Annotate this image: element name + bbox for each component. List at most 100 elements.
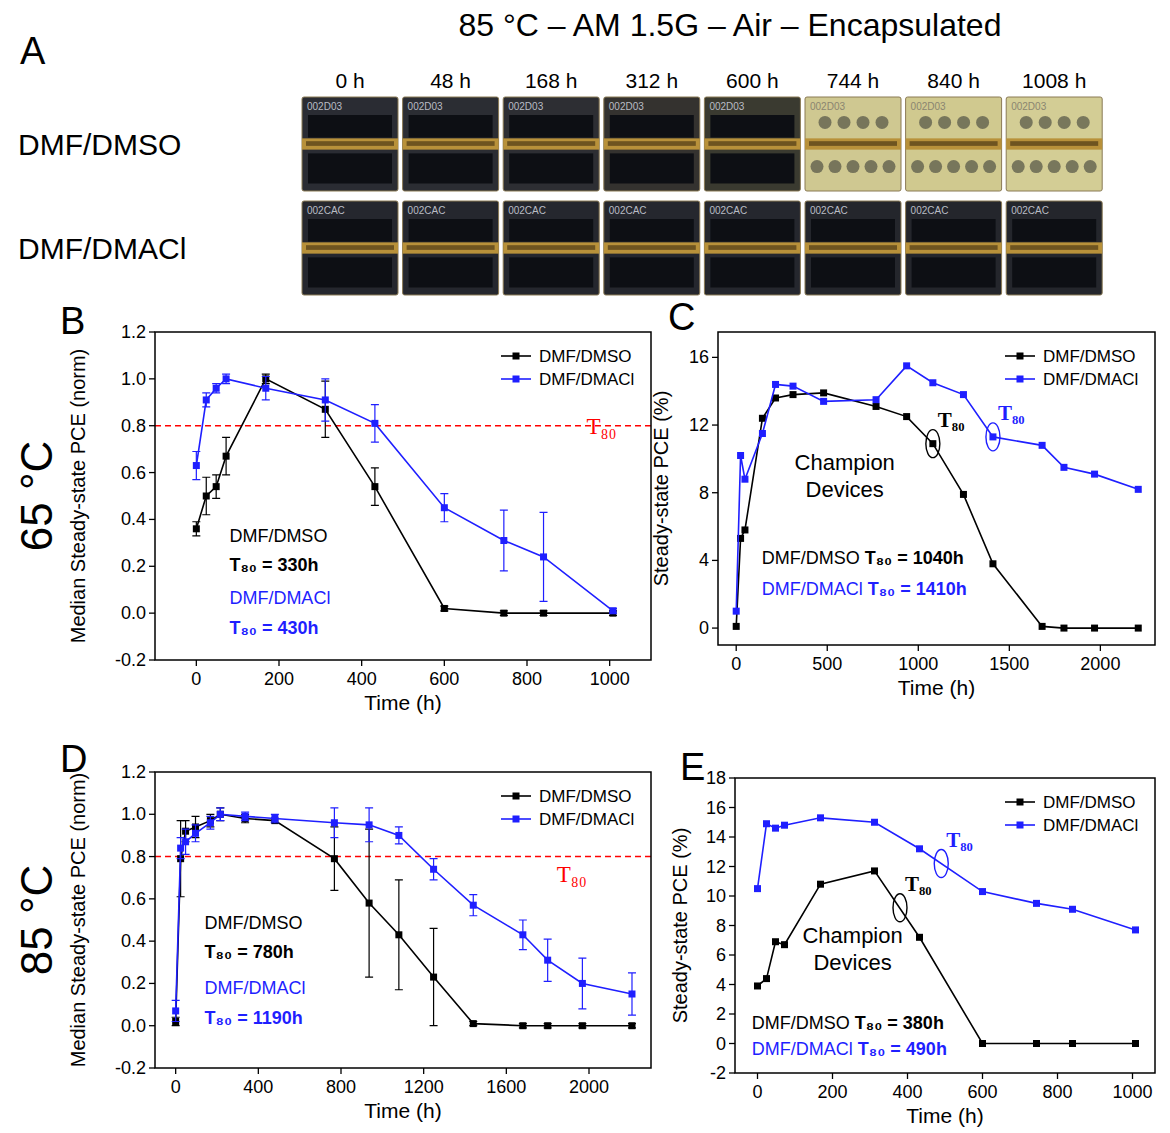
y-tick-label: -2	[710, 1063, 726, 1083]
error-bar	[430, 859, 438, 880]
y-tick-label: 6	[716, 945, 726, 965]
data-point	[500, 537, 507, 544]
y-tick-label: 0.8	[121, 847, 146, 867]
device-photo: 002CAC	[1006, 201, 1102, 295]
device-photo: 002D03	[302, 97, 398, 191]
data-point	[519, 931, 526, 938]
device-id: 002D03	[911, 101, 946, 112]
y-tick	[712, 560, 718, 561]
annotation-line: Champion	[802, 923, 902, 948]
plot-frame	[718, 332, 1155, 645]
row-label: 85 °C	[12, 865, 61, 976]
gold-contact	[805, 138, 901, 149]
legend-label: DMF/DMSO	[1043, 793, 1136, 812]
x-tick	[444, 660, 445, 666]
photo-background	[805, 201, 901, 295]
error-bar	[192, 522, 200, 536]
plot-area	[155, 374, 651, 616]
photo-background	[805, 97, 901, 191]
error-bar	[202, 477, 210, 514]
x-tick-label: 500	[812, 654, 842, 674]
x-tick	[832, 1073, 833, 1079]
x-tick	[1009, 645, 1010, 651]
data-point	[217, 811, 224, 818]
device-id: 002CAC	[609, 205, 647, 216]
gold-contact	[704, 242, 800, 253]
y-tick-label: -0.2	[115, 1058, 146, 1078]
contact-pad	[883, 160, 896, 173]
data-point	[781, 941, 788, 948]
data-point	[207, 819, 214, 826]
device-id: 002CAC	[508, 205, 546, 216]
series-line	[736, 366, 1138, 611]
error-bar	[371, 468, 379, 505]
x-tick	[757, 1073, 758, 1079]
series-line	[196, 379, 613, 613]
x-tick	[361, 660, 362, 666]
data-point	[979, 1040, 986, 1047]
figure: A85 °C – AM 1.5G – Air – Encapsulated0 h…	[0, 0, 1170, 1133]
active-area	[308, 153, 392, 183]
data-point	[395, 832, 402, 839]
gold-contact	[906, 242, 1002, 253]
y-tick	[149, 378, 155, 379]
data-point	[366, 821, 373, 828]
active-area	[610, 153, 694, 183]
contact-pad	[911, 160, 924, 173]
contact-pad	[947, 160, 960, 173]
data-point	[1039, 623, 1046, 630]
y-tick	[149, 856, 155, 857]
x-tick	[588, 1068, 589, 1074]
data-point	[579, 980, 586, 987]
data-point	[929, 379, 936, 386]
active-area	[710, 153, 794, 183]
gold-contact	[604, 242, 700, 253]
annotation: DMF/DMSO	[205, 913, 303, 933]
data-point	[763, 975, 770, 982]
annotation-part: T₈₀ = 380h	[855, 1013, 944, 1033]
t80-marker	[934, 850, 948, 878]
error-bar	[216, 808, 224, 821]
active-area	[710, 219, 794, 242]
active-area	[308, 257, 392, 287]
device-photo: 002CAC	[704, 201, 800, 295]
series-line	[196, 379, 613, 611]
x-tick	[278, 660, 279, 666]
active-area	[710, 257, 794, 287]
error-bar	[192, 451, 200, 479]
data-point	[242, 813, 249, 820]
y-tick	[149, 612, 155, 613]
device-id: 002D03	[307, 101, 342, 112]
y-tick	[729, 1013, 735, 1014]
error-bar	[365, 808, 373, 842]
photo-background	[302, 97, 398, 191]
data-point	[1132, 926, 1139, 933]
data-point	[470, 902, 477, 909]
active-area	[409, 219, 493, 242]
photo-background	[604, 201, 700, 295]
data-point	[1132, 1040, 1139, 1047]
error-bar	[365, 829, 373, 977]
gold-contact-edge	[608, 245, 696, 250]
data-point	[781, 822, 788, 829]
gold-contact-edge	[306, 245, 394, 250]
data-point	[873, 403, 880, 410]
data-point	[903, 362, 910, 369]
device-photo: 002CAC	[302, 201, 398, 295]
active-area	[509, 219, 593, 242]
contact-pad	[929, 160, 942, 173]
time-label: 48 h	[430, 69, 471, 92]
gold-contact	[1006, 138, 1102, 149]
annotation: DMF/DMACl	[205, 978, 306, 998]
y-tick	[149, 519, 155, 520]
contact-pad	[919, 116, 932, 129]
legend-label: DMF/DMACl	[539, 810, 634, 829]
gold-contact-edge	[407, 245, 495, 250]
x-tick	[1100, 645, 1101, 651]
x-tick	[736, 645, 737, 651]
x-tick	[1057, 1073, 1058, 1079]
x-tick-label: 1000	[898, 654, 938, 674]
y-tick-label: 0.0	[121, 1016, 146, 1036]
t80-marker-label: T₈₀	[905, 872, 932, 896]
y-tick	[149, 425, 155, 426]
